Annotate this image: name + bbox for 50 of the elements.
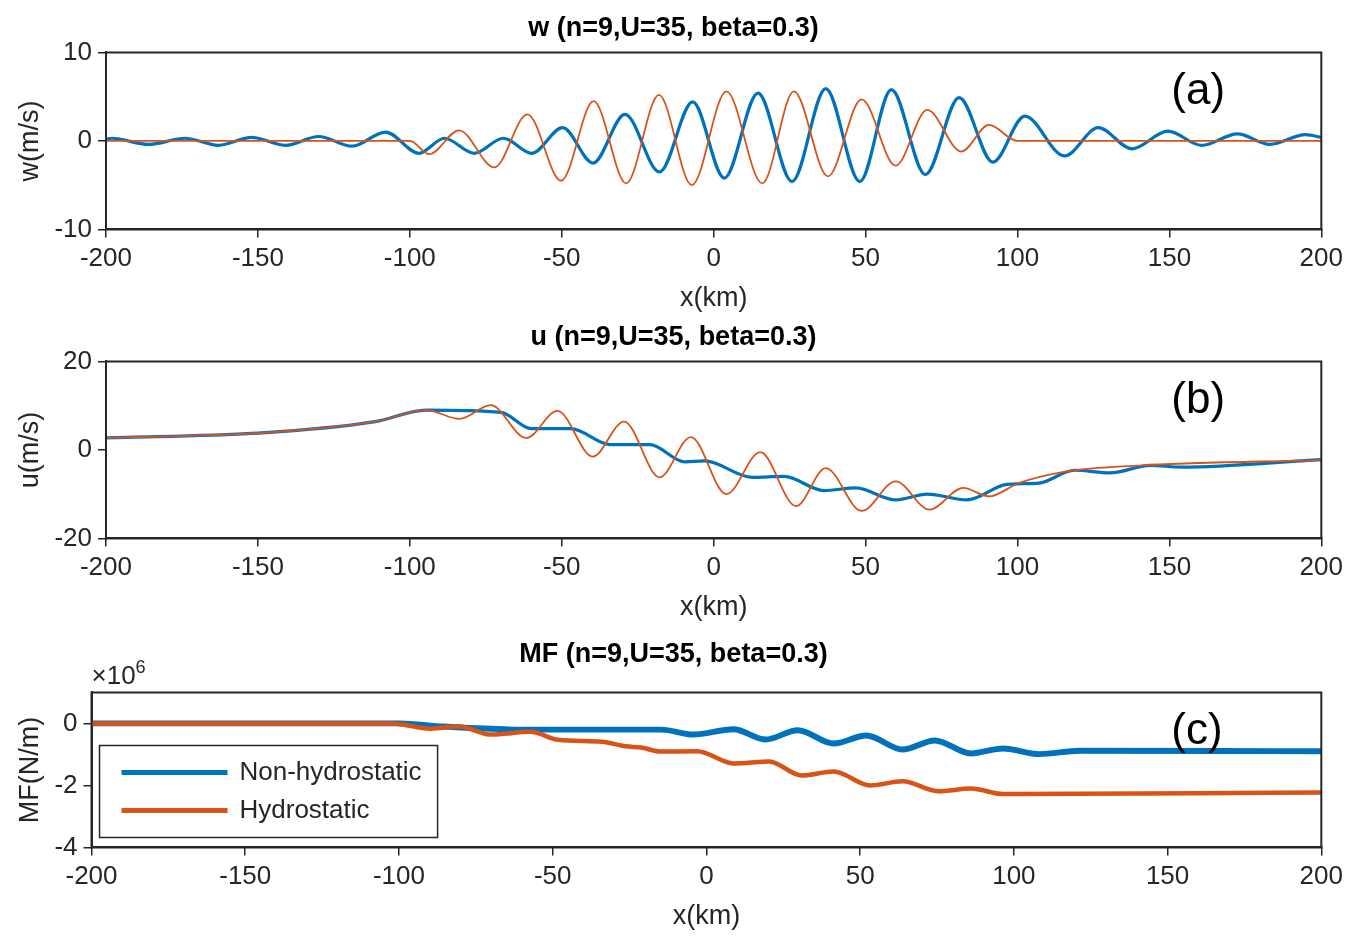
y-tick-label: -2 (54, 768, 78, 799)
x-tick-label: -50 (533, 860, 572, 891)
x-tick-label: -50 (542, 551, 581, 582)
x-tick-label: 150 (1145, 860, 1190, 891)
y-tick-label: 20 (63, 344, 92, 375)
x-tick-label: 100 (995, 551, 1040, 582)
x-tick-label: -100 (383, 242, 436, 273)
x-tick-label: -150 (231, 242, 284, 273)
y-tick-label: 0 (77, 124, 92, 155)
x-tick-label: 50 (851, 551, 881, 582)
y-tick-label: -4 (54, 830, 78, 861)
chart-title: w (n=9,U=35, beta=0.3) (527, 11, 819, 42)
legend-label: Non-hydrostatic (239, 755, 422, 786)
y-tick-label: 10 (63, 35, 92, 66)
x-axis-title: x(km) (679, 591, 748, 622)
legend-label: Hydrostatic (239, 793, 370, 824)
x-tick-label: 200 (1299, 551, 1344, 582)
y-axis-title: MF(N/m) (13, 716, 44, 824)
y-tick-label: -10 (54, 212, 92, 243)
x-tick-label: 0 (699, 860, 714, 891)
annotation: (a) (1171, 64, 1226, 114)
x-tick-label: -200 (65, 860, 118, 891)
x-tick-label: 0 (706, 242, 721, 273)
x-axis-title: x(km) (679, 282, 748, 313)
y-tick-label: 0 (63, 706, 78, 737)
y-tick-label: 0 (77, 433, 92, 464)
x-tick-label: 50 (851, 242, 881, 273)
x-tick-label: -50 (542, 242, 581, 273)
x-tick-label: -200 (79, 242, 132, 273)
x-tick-label: -150 (219, 860, 272, 891)
x-tick-label: 200 (1299, 242, 1344, 273)
x-tick-label: 150 (1147, 242, 1192, 273)
x-tick-label: 0 (706, 551, 721, 582)
x-tick-label: 100 (995, 242, 1040, 273)
x-tick-label: 100 (992, 860, 1036, 891)
x-axis-title: x(km) (672, 900, 741, 931)
chart-title: u (n=9,U=35, beta=0.3) (530, 320, 817, 351)
y-tick-label: -20 (54, 521, 92, 552)
x-tick-label: -200 (79, 551, 132, 582)
x-tick-label: 150 (1147, 551, 1192, 582)
annotation: (c) (1171, 704, 1223, 754)
x-tick-label: -150 (231, 551, 284, 582)
x-tick-label: 50 (845, 860, 875, 891)
x-tick-label: -100 (383, 551, 436, 582)
chart-title: MF (n=9,U=35, beta=0.3) (519, 637, 828, 668)
y-axis-title: w(m/s) (13, 100, 44, 183)
annotation: (b) (1171, 373, 1226, 423)
x-tick-label: 200 (1299, 860, 1344, 891)
y-axis-title: u(m/s) (13, 411, 44, 489)
x-tick-label: -100 (372, 860, 425, 891)
